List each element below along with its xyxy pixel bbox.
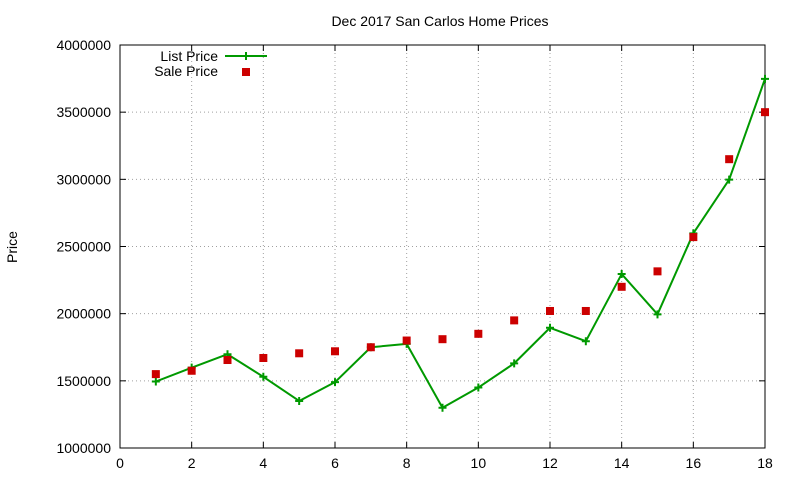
list-price-point	[761, 74, 769, 83]
y-tick-label: 3000000	[56, 171, 111, 187]
sale-price-point	[725, 155, 734, 164]
list-price-point	[474, 383, 483, 392]
grid-lines	[120, 45, 765, 448]
sale-price-point	[295, 349, 304, 358]
y-tick-label: 2000000	[56, 306, 111, 322]
sale-price-point	[402, 336, 411, 345]
list-price-point	[617, 270, 626, 279]
sale-price-point	[187, 366, 196, 375]
list-price-point	[259, 372, 268, 381]
list-price-point	[151, 377, 160, 386]
chart-title: Dec 2017 San Carlos Home Prices	[331, 13, 548, 29]
legend-marker-list-price	[242, 52, 250, 60]
legend-marker-sale-price	[242, 68, 250, 76]
axis-ticks: 1000000 1500000 2000000 2500000 3000000 35000…	[56, 37, 773, 471]
sale-price-point	[223, 356, 232, 365]
list-price-point	[510, 359, 519, 368]
list-price-point	[581, 337, 590, 346]
list-price-point	[653, 310, 662, 319]
sale-price-point	[259, 353, 268, 362]
sale-price-point	[689, 233, 698, 242]
sale-price-point	[151, 370, 160, 379]
sale-price-point	[581, 306, 590, 315]
sale-price-point	[438, 335, 447, 344]
sale-price-point	[761, 108, 769, 117]
x-tick-label: 12	[542, 455, 558, 471]
plot-area-frame	[119, 44, 766, 449]
sale-price-point	[510, 316, 519, 325]
legend-label-sale-price: Sale Price	[154, 63, 218, 79]
legend-entry-sale-price: Sale Price	[154, 63, 250, 79]
sale-price-point	[653, 267, 662, 276]
sale-price-point	[331, 347, 339, 356]
list-price-point	[438, 403, 447, 412]
series-layer	[151, 74, 769, 412]
list-price-point	[546, 323, 554, 332]
sale-price-point	[546, 306, 554, 315]
y-tick-label: 3500000	[56, 104, 111, 120]
sale-price-point	[617, 282, 626, 291]
sale-price-point	[366, 343, 375, 352]
legend-label-list-price: List Price	[160, 48, 218, 64]
x-tick-label: 6	[331, 455, 339, 471]
legend: List Price Sale Price	[154, 48, 267, 79]
list-price-point	[725, 175, 734, 184]
x-tick-label: 8	[403, 455, 411, 471]
y-tick-label: 4000000	[56, 37, 111, 53]
y-tick-label: 1500000	[56, 373, 111, 389]
sale-price-point	[474, 329, 483, 338]
x-tick-label: 16	[686, 455, 702, 471]
list-price-point	[295, 396, 304, 405]
y-tick-label: 2500000	[56, 239, 111, 255]
list-price-line	[155, 78, 766, 409]
x-tick-label: 14	[614, 455, 630, 471]
x-tick-label: 4	[259, 455, 267, 471]
y-tick-label: 1000000	[56, 440, 111, 456]
x-tick-label: 10	[471, 455, 487, 471]
x-tick-label: 18	[757, 455, 773, 471]
x-tick-label: 2	[188, 455, 196, 471]
legend-entry-list-price: List Price	[160, 48, 267, 64]
list-price-point	[331, 378, 339, 387]
x-tick-label: 0	[116, 455, 124, 471]
y-axis-label: Price	[4, 231, 20, 263]
